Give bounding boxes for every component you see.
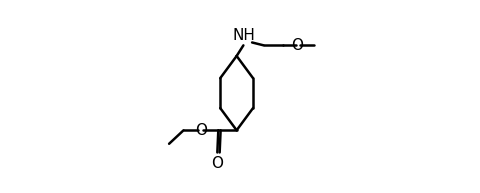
Text: NH: NH (232, 28, 255, 43)
Text: O: O (194, 123, 206, 138)
Text: O: O (211, 156, 223, 171)
Text: O: O (291, 38, 303, 53)
